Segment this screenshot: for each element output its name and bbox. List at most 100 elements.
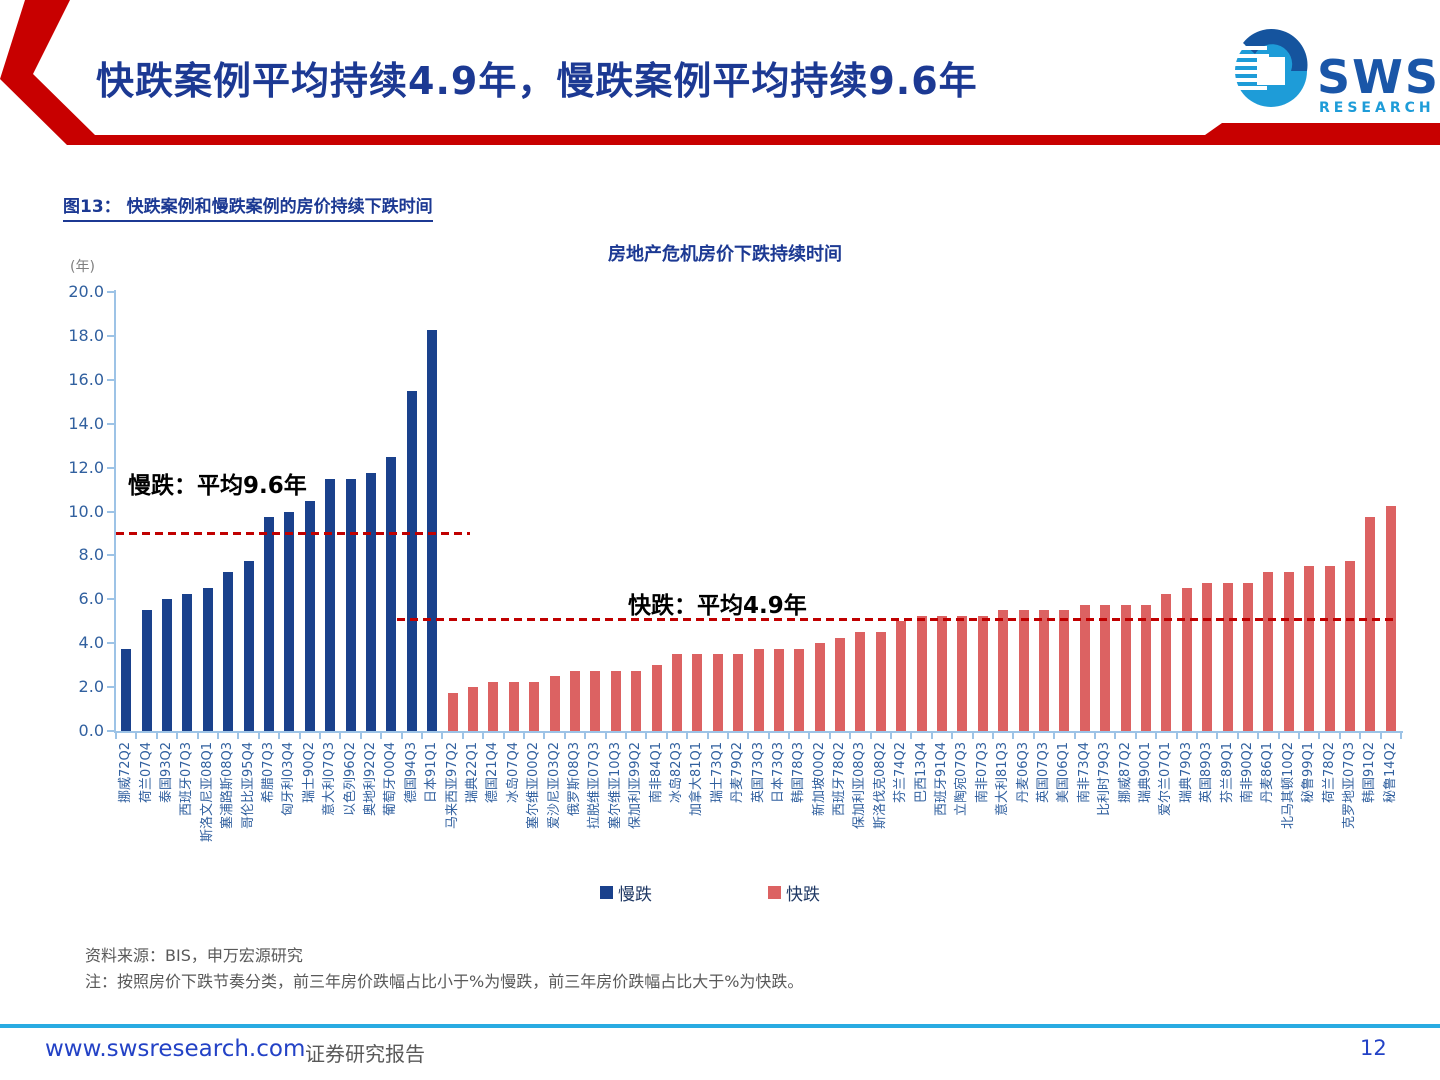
legend-swatch-fast: [768, 886, 781, 899]
x-axis-tick: [1236, 733, 1239, 739]
x-axis-tick: [1114, 733, 1117, 739]
bar-slow: [406, 390, 417, 731]
x-axis-tick: [645, 733, 648, 739]
bar-fast: [1059, 610, 1070, 731]
footer-website-link[interactable]: www.swsresearch.com: [45, 1036, 306, 1062]
x-axis-tick: [278, 733, 281, 739]
bar-fast: [1018, 610, 1029, 731]
x-axis-label: 瑞士90Q2: [301, 742, 317, 804]
bar-fast: [1039, 610, 1050, 731]
x-axis-label: 立陶宛07Q3: [954, 742, 970, 817]
bar-fast: [712, 654, 723, 731]
bar-slow: [223, 571, 234, 731]
x-axis-label: 匈牙利03Q4: [281, 742, 297, 817]
x-axis-tick: [869, 733, 872, 739]
y-axis-tick: [107, 554, 114, 557]
bar-fast: [1385, 506, 1396, 731]
x-axis-tick: [788, 733, 791, 739]
legend-label-slow: 慢跌: [618, 885, 652, 905]
y-axis-tick: [107, 642, 114, 645]
x-axis-tick: [767, 733, 770, 739]
x-axis-tick: [910, 733, 913, 739]
x-axis-label: 保加利亚08Q3: [852, 742, 868, 830]
x-axis-label: 冰岛82Q3: [668, 742, 684, 804]
bar-slow: [121, 648, 132, 731]
x-axis-tick: [339, 733, 342, 739]
y-axis-tick-label: 18.0: [68, 325, 104, 345]
x-axis-label: 巴西13Q4: [913, 742, 929, 804]
x-axis-tick: [747, 733, 750, 739]
x-axis-tick: [359, 733, 362, 739]
header-ribbon-decoration: [0, 0, 1440, 145]
x-axis-tick: [237, 733, 240, 739]
x-axis-label: 挪威72Q2: [118, 742, 134, 804]
x-axis-label: 爱尔兰07Q1: [1158, 742, 1174, 817]
bar-slow: [325, 478, 336, 731]
bar-slow: [182, 593, 193, 731]
bar-fast: [590, 670, 601, 731]
method-note: 注：按照房价下跌节奏分类，前三年房价跌幅占比小于%为慢跌，前三年房价跌幅占比大于…: [85, 972, 804, 991]
y-axis-tick-label: 6.0: [78, 589, 104, 609]
x-axis-tick: [1216, 733, 1219, 739]
bar-slow: [161, 599, 172, 731]
x-axis-tick: [992, 733, 995, 739]
x-axis-tick: [1134, 733, 1137, 739]
x-axis-tick: [563, 733, 566, 739]
bar-slow: [263, 516, 274, 731]
x-axis-label: 拉脱维亚07Q3: [587, 742, 603, 830]
chart-title: 房地产危机房价下跌持续时间: [608, 244, 842, 265]
bar-fast: [610, 670, 621, 731]
x-axis-label: 葡萄牙00Q4: [383, 742, 399, 817]
x-axis-label: 塞尔维亚10Q3: [607, 742, 623, 830]
x-axis-tick: [951, 733, 954, 739]
bar-fast: [977, 615, 988, 731]
x-axis-tick: [441, 733, 444, 739]
x-axis-label: 南非07Q3: [974, 742, 990, 804]
x-axis-label: 瑞典79Q3: [1178, 742, 1194, 804]
reference-line-slow: [116, 532, 470, 536]
x-axis-label: 德国21Q4: [485, 742, 501, 804]
x-axis-label: 保加利亚99Q2: [628, 742, 644, 830]
x-axis-tick: [1318, 733, 1321, 739]
y-axis-tick: [107, 422, 114, 425]
bar-fast: [529, 681, 540, 731]
bar-fast: [1202, 582, 1213, 731]
x-axis-label: 英国73Q3: [750, 742, 766, 804]
y-axis-tick: [107, 686, 114, 689]
x-axis-tick: [706, 733, 709, 739]
x-axis-label: 英国89Q3: [1199, 742, 1215, 804]
x-axis-tick: [1338, 733, 1341, 739]
bar-fast: [896, 621, 907, 731]
x-axis-label: 奥地利92Q2: [362, 742, 378, 817]
legend-swatch-slow: [600, 886, 613, 899]
x-axis-tick: [971, 733, 974, 739]
x-axis-label: 荷兰07Q4: [138, 742, 154, 804]
x-axis-label: 德国94Q3: [403, 742, 419, 804]
bar-fast: [1345, 560, 1355, 731]
bar-fast: [1120, 604, 1131, 731]
x-axis-label: 比利时79Q3: [1097, 742, 1113, 817]
bar-slow: [365, 473, 376, 731]
bar-fast: [631, 670, 642, 731]
x-axis-label: 美国06Q1: [1056, 742, 1072, 804]
x-axis-tick: [1359, 733, 1362, 739]
x-axis-label: 哥伦比亚95Q4: [240, 742, 256, 830]
bar-fast: [998, 610, 1009, 731]
y-axis-tick-label: 14.0: [68, 413, 104, 433]
x-axis-tick: [420, 733, 423, 739]
x-axis-tick: [1073, 733, 1076, 739]
x-axis-label: 日本91Q1: [424, 742, 440, 804]
x-axis-label: 斯洛文尼亚08Q1: [199, 742, 215, 843]
x-axis-tick: [890, 733, 893, 739]
bar-fast: [1222, 582, 1233, 731]
x-axis-label: 以色列96Q2: [342, 742, 358, 817]
bar-fast: [467, 687, 478, 731]
bar-fast: [488, 681, 499, 731]
footer-report-type: 证券研究报告: [305, 1042, 425, 1066]
x-axis-label: 南非90Q2: [1240, 742, 1256, 804]
bar-fast: [1181, 588, 1192, 731]
legend-item-slow: 慢跌: [600, 880, 652, 905]
x-axis-tick: [1257, 733, 1260, 739]
x-axis-tick: [196, 733, 199, 739]
